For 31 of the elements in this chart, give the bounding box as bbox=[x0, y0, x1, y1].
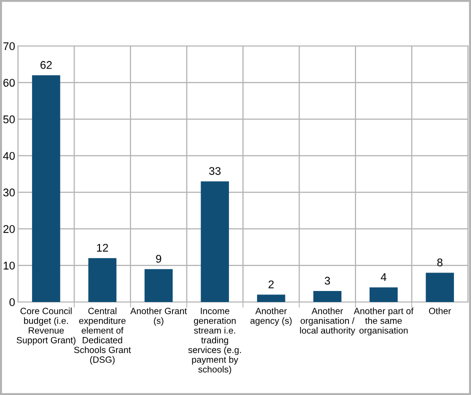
data-label: 3 bbox=[324, 276, 330, 285]
y-tick-label: 20 bbox=[3, 225, 15, 233]
bar bbox=[313, 291, 342, 302]
x-tick-label: Income generation stream i.e. trading services (e.g. payment by schools) bbox=[188, 308, 241, 374]
x-tick-label: Central expenditure element of Dedicated Schools Grant (DSG) bbox=[74, 308, 131, 365]
y-tick-label: 40 bbox=[3, 152, 15, 160]
y-tick-label: 60 bbox=[3, 78, 15, 87]
data-label: 12 bbox=[97, 244, 108, 252]
x-tick-label: Another Grant (s) bbox=[130, 308, 187, 326]
bar bbox=[200, 181, 229, 302]
y-tick-label: 70 bbox=[3, 42, 15, 50]
bar bbox=[32, 75, 60, 302]
y-tick-label: 30 bbox=[3, 188, 15, 196]
bar bbox=[257, 294, 286, 302]
data-label: 9 bbox=[156, 254, 162, 263]
x-tick-label: Another organisation / local authority bbox=[300, 308, 356, 336]
bar bbox=[426, 272, 454, 302]
x-tick-label: Another agency (s) bbox=[250, 308, 292, 326]
y-tick-label: 10 bbox=[4, 262, 15, 270]
x-tick-label: Other bbox=[429, 308, 452, 314]
x-tick-label: Core Council budget (i.e. Revenue Support Grant) bbox=[16, 308, 76, 346]
bar bbox=[88, 258, 116, 302]
data-label: 2 bbox=[268, 280, 274, 288]
data-label: 33 bbox=[209, 167, 221, 175]
data-label: 62 bbox=[40, 61, 52, 69]
data-label: 4 bbox=[380, 273, 386, 281]
bar bbox=[144, 269, 173, 302]
y-tick-label: 50 bbox=[3, 115, 15, 124]
data-label: 8 bbox=[437, 258, 442, 266]
y-tick-label: 0 bbox=[9, 298, 15, 306]
bar bbox=[370, 287, 398, 302]
